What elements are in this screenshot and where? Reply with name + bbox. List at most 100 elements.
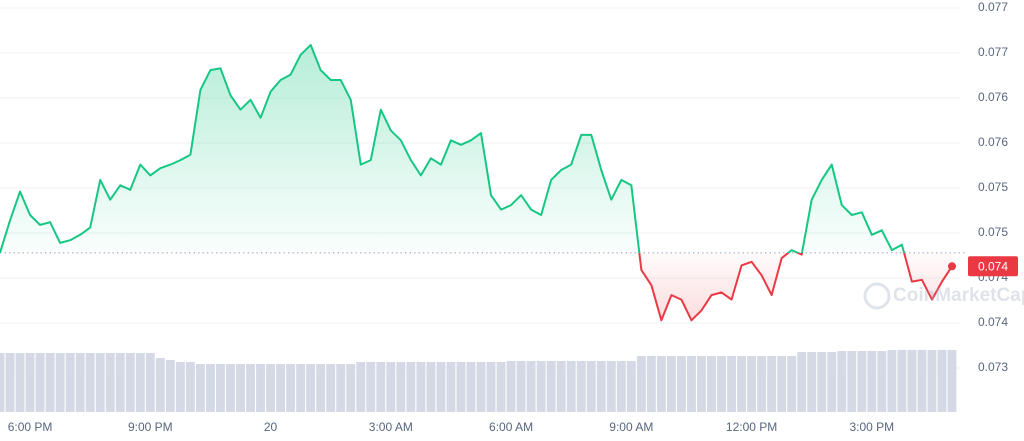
volume-bar [456, 362, 466, 412]
volume-bar [686, 356, 696, 412]
volume-bar [125, 353, 135, 412]
volume-bar [616, 361, 626, 412]
volume-bar [516, 361, 526, 412]
volume-bar [656, 356, 666, 412]
volume-bar [75, 353, 85, 412]
x-tick-label: 9:00 PM [128, 420, 173, 434]
volume-bar [45, 353, 55, 412]
watermark-text: CoinMarketCap [893, 285, 1024, 306]
volume-bar [636, 356, 646, 412]
price-label: 0.074 [978, 259, 1008, 273]
volume-bar [827, 352, 837, 412]
volume-bar [376, 362, 386, 412]
x-tick-label: 12:00 PM [726, 420, 777, 434]
volume-bar [35, 353, 45, 412]
volume-bar [666, 356, 676, 412]
volume-bar [797, 352, 807, 412]
volume-bar [727, 356, 736, 412]
volume-bar [757, 356, 767, 412]
volume-bar [366, 362, 376, 412]
volume-bar [777, 356, 787, 412]
volume-bar [646, 356, 656, 412]
volume-bar [566, 361, 576, 412]
x-tick-label: 9:00 AM [609, 420, 653, 434]
volume-bar [55, 353, 65, 412]
volume-bar [807, 352, 817, 412]
volume-bar [486, 362, 496, 412]
volume-bar [226, 364, 235, 412]
volume-bar [356, 362, 366, 412]
volume-bar [837, 351, 847, 412]
volume-bar [867, 351, 877, 412]
volume-bar [476, 362, 486, 412]
area [0, 44, 952, 321]
volume-bar [626, 361, 636, 412]
y-tick-label: 0.076 [978, 135, 1008, 149]
volume-bar [236, 364, 245, 412]
volume-bar [246, 364, 255, 412]
volume-bar [266, 364, 276, 412]
volume-bar [676, 356, 686, 412]
volume-bar [817, 352, 827, 412]
volume-bar [857, 351, 867, 412]
volume-bar [145, 353, 155, 412]
volume-bar [406, 362, 416, 412]
volume-bar [205, 364, 215, 412]
volume-bar [276, 364, 286, 412]
volume-bar [426, 362, 436, 412]
volume-bar [5, 353, 15, 412]
volume-bar [576, 361, 586, 412]
volume-bar [546, 361, 556, 412]
volume-bar [165, 360, 175, 412]
last-point [948, 262, 956, 271]
volume-bar [256, 364, 266, 412]
volume-bar [586, 361, 596, 412]
volume-bar [15, 353, 25, 412]
volume-bar [216, 364, 225, 412]
volume-bar [877, 351, 887, 412]
volume-bar [25, 353, 35, 412]
y-tick-label: 0.074 [978, 315, 1008, 329]
volume-bar [396, 362, 406, 412]
x-tick-label: 3:00 AM [369, 420, 413, 434]
volume-bar [175, 362, 185, 412]
volume-bar [847, 351, 857, 412]
volume-bar [787, 356, 797, 412]
x-tick-label: 6:00 PM [8, 420, 53, 434]
volume-bar [506, 361, 516, 412]
volume-bar [526, 361, 536, 412]
volume-bar [115, 353, 125, 412]
volume-bar [306, 364, 316, 412]
volume-bar [65, 353, 75, 412]
volume-bar [195, 364, 205, 412]
volume-bar [436, 362, 446, 412]
volume-bar [536, 361, 546, 412]
watermark-logo [863, 282, 891, 310]
volume-bar [336, 364, 346, 412]
volume-bar [897, 350, 907, 412]
volume-bar [767, 356, 777, 412]
x-tick-label: 20 [264, 420, 278, 434]
volume-bar [747, 356, 757, 412]
volume-bar [85, 353, 95, 412]
volume-bar [596, 361, 606, 412]
volume-bar [927, 350, 937, 412]
volume-bar [937, 350, 947, 412]
volume-bar [697, 356, 706, 412]
volume-bar [907, 350, 917, 412]
volume-bar [0, 353, 5, 412]
volume-bar [296, 364, 306, 412]
volume-bar [155, 358, 165, 412]
y-tick-label: 0.077 [978, 0, 1008, 14]
y-tick-label: 0.075 [978, 180, 1008, 194]
volume-bar [496, 362, 506, 412]
volume-bar [606, 361, 616, 412]
volume-bar [947, 350, 957, 412]
volume-bar [717, 356, 726, 412]
volume-bar [737, 356, 747, 412]
volume-bar [326, 364, 336, 412]
price-line [0, 43, 953, 322]
volume-bar [416, 362, 426, 412]
volume-bar [556, 361, 566, 412]
